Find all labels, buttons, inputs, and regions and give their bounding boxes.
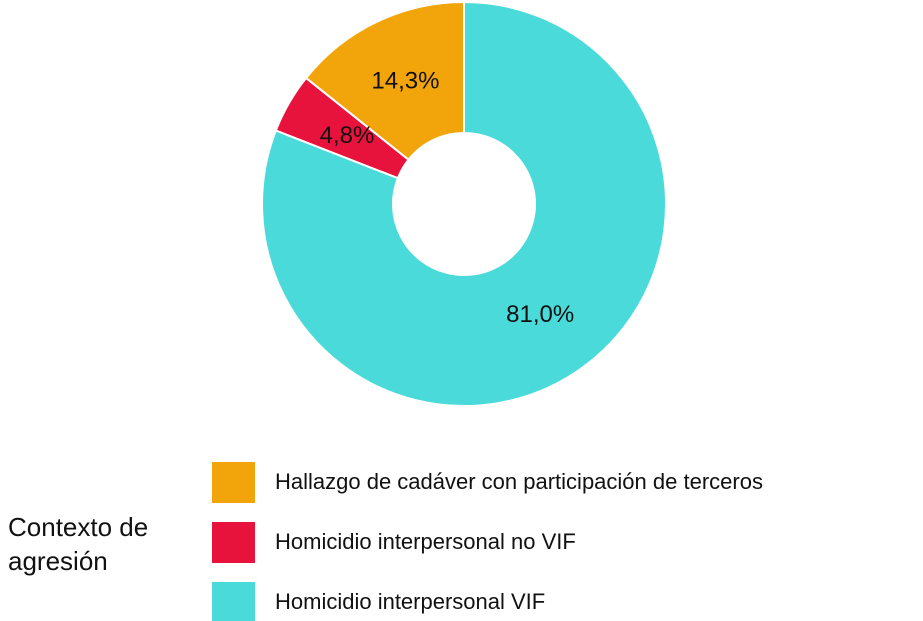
legend-title: Contexto de agresión [8,512,149,576]
legend-swatch [212,522,255,563]
data-label: 81,0% [506,301,574,328]
legend-label: Homicidio interpersonal no VIF [275,529,576,554]
legend-swatch [212,582,255,621]
legend-label: Hallazgo de cadáver con participación de… [275,469,763,494]
pie-slice [261,0,667,407]
data-label: 4,8% [320,122,375,149]
legend-swatch [212,462,255,503]
legend-label: Homicidio interpersonal VIF [275,589,545,614]
data-label: 14,3% [371,68,439,95]
pie-slice [304,0,465,162]
